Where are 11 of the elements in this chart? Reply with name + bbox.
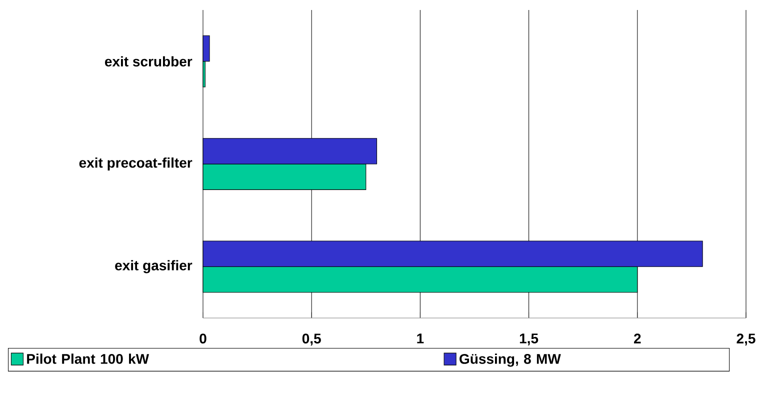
x-tick-label: 0: [200, 334, 206, 344]
legend-label: Güssing, 8 MW: [460, 354, 561, 367]
y-tick-label: exit precoat-filter: [79, 157, 192, 171]
legend-label: Pilot Plant 100 kW: [27, 354, 150, 364]
x-tick-label: 2: [634, 334, 641, 344]
y-tick-label: exit scrubber: [104, 56, 192, 66]
x-tick-label: 2,5: [736, 334, 756, 346]
x-tick-label: 1: [417, 334, 424, 344]
x-tick-label: 1,5: [520, 334, 538, 346]
x-tick-label: 0,5: [302, 334, 321, 346]
y-tick-label: exit gasifier: [115, 260, 192, 274]
